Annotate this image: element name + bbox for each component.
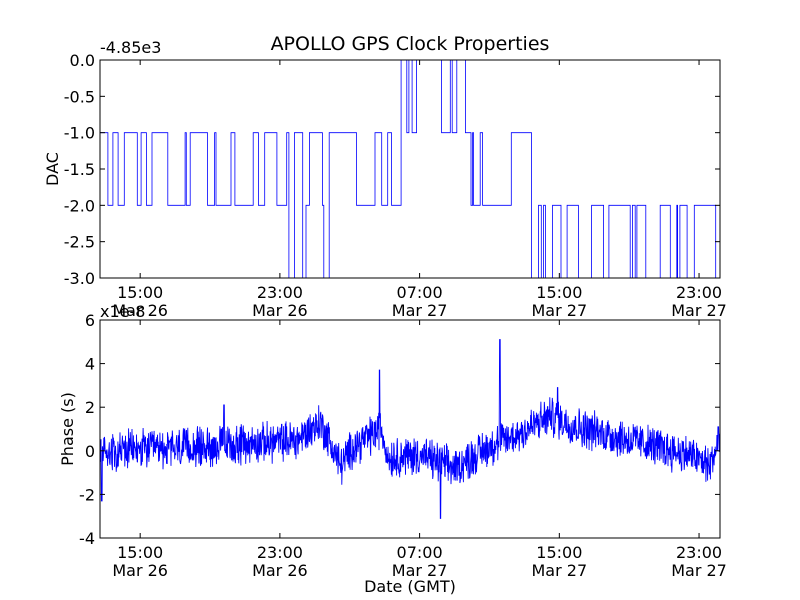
- chart-title: APOLLO GPS Clock Properties: [271, 33, 550, 55]
- phase-ylabel: Phase (s): [58, 392, 77, 466]
- phase-series: [100, 339, 720, 519]
- dac-offset-label: -4.85e3: [100, 38, 161, 57]
- x-tick-label-date: Mar 26: [112, 301, 168, 320]
- x-tick-label-date: Mar 27: [671, 301, 727, 320]
- y-tick-label: 6: [85, 311, 95, 330]
- x-tick-label-date: Mar 27: [392, 301, 448, 320]
- y-tick-label: -2.0: [64, 196, 95, 215]
- y-tick-label: 2: [85, 398, 95, 417]
- dac-y-ticks: 0.0 -0.5 -1.0 -1.5 -2.0 -2.5 -3.0: [64, 51, 720, 288]
- x-tick-label-date: Mar 26: [112, 561, 168, 580]
- x-tick-label-date: Mar 27: [392, 561, 448, 580]
- y-tick-label: -2.5: [64, 233, 95, 252]
- x-tick-label-time: 23:00: [676, 543, 722, 562]
- y-tick-label: -0.5: [64, 87, 95, 106]
- dac-step-line: [100, 60, 720, 278]
- x-tick-label-date: Mar 26: [252, 561, 308, 580]
- x-tick-label-time: 07:00: [397, 543, 443, 562]
- y-tick-label: -2: [79, 485, 95, 504]
- x-tick-label-time: 15:00: [117, 543, 163, 562]
- x-tick-label-date: Mar 27: [671, 561, 727, 580]
- y-tick-label: -3.0: [64, 269, 95, 288]
- y-tick-label: -1.5: [64, 160, 95, 179]
- phase-xlabel: Date (GMT): [364, 577, 456, 596]
- dac-ylabel: DAC: [43, 152, 62, 186]
- phase-y-ticks: 6 4 2 0 -2 -4: [79, 311, 720, 548]
- y-tick-label: 0: [85, 442, 95, 461]
- x-tick-label-time: 07:00: [397, 283, 443, 302]
- x-tick-label-date: Mar 26: [252, 301, 308, 320]
- y-tick-label: 4: [85, 355, 95, 374]
- dac-series: [100, 60, 720, 278]
- x-tick-label-time: 23:00: [257, 283, 303, 302]
- x-tick-label-time: 15:00: [536, 543, 582, 562]
- x-tick-label-time: 15:00: [536, 283, 582, 302]
- x-tick-label-time: 15:00: [117, 283, 163, 302]
- phase-axes-frame: [99, 319, 721, 539]
- phase-line: [100, 339, 720, 519]
- x-tick-label-date: Mar 27: [532, 561, 588, 580]
- x-tick-label-date: Mar 27: [532, 301, 588, 320]
- y-tick-label: 0.0: [70, 51, 95, 70]
- y-tick-label: -4: [79, 529, 95, 548]
- phase-offset-label: x1e-8: [100, 302, 145, 321]
- x-tick-label-time: 23:00: [257, 543, 303, 562]
- x-tick-label-time: 23:00: [676, 283, 722, 302]
- y-tick-label: -1.0: [64, 124, 95, 143]
